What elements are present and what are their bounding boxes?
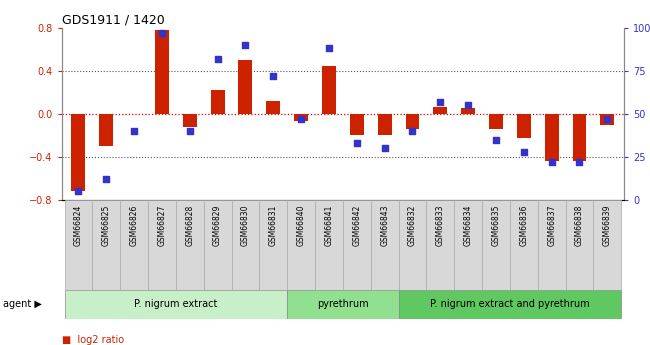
Bar xyxy=(211,90,225,114)
Text: GSM66839: GSM66839 xyxy=(603,205,612,246)
Bar xyxy=(294,114,308,121)
Point xyxy=(435,99,445,105)
Text: GSM66828: GSM66828 xyxy=(185,205,194,246)
Bar xyxy=(406,114,419,129)
Point xyxy=(519,149,529,155)
Point xyxy=(352,140,362,146)
Bar xyxy=(120,200,148,290)
Bar xyxy=(99,114,113,146)
Bar xyxy=(434,107,447,114)
Text: GSM66830: GSM66830 xyxy=(241,205,250,246)
Text: GSM66826: GSM66826 xyxy=(129,205,138,246)
Bar xyxy=(482,200,510,290)
Bar xyxy=(370,200,398,290)
Text: GSM66843: GSM66843 xyxy=(380,205,389,246)
Text: GSM66838: GSM66838 xyxy=(575,205,584,246)
Bar xyxy=(517,114,531,138)
Bar xyxy=(398,290,621,319)
Point xyxy=(574,159,584,165)
Text: GSM66840: GSM66840 xyxy=(296,205,306,246)
Bar xyxy=(343,200,370,290)
Point xyxy=(129,128,139,134)
Point xyxy=(602,116,612,122)
Text: GSM66827: GSM66827 xyxy=(157,205,166,246)
Point xyxy=(213,56,223,61)
Bar xyxy=(593,200,621,290)
Text: GSM66835: GSM66835 xyxy=(491,205,500,246)
Bar xyxy=(461,108,475,114)
Bar xyxy=(239,60,252,114)
Text: P. nigrum extract: P. nigrum extract xyxy=(134,299,218,309)
Text: GSM66824: GSM66824 xyxy=(74,205,83,246)
Text: P. nigrum extract and pyrethrum: P. nigrum extract and pyrethrum xyxy=(430,299,590,309)
Point xyxy=(380,146,390,151)
Point xyxy=(185,128,195,134)
Bar xyxy=(203,200,231,290)
Bar xyxy=(176,200,203,290)
Point xyxy=(547,159,557,165)
Point xyxy=(101,177,112,182)
Bar xyxy=(92,200,120,290)
Bar xyxy=(573,114,586,161)
Bar xyxy=(350,114,364,136)
Bar xyxy=(426,200,454,290)
Bar xyxy=(64,200,92,290)
Bar xyxy=(148,200,176,290)
Text: GSM66832: GSM66832 xyxy=(408,205,417,246)
Bar xyxy=(183,114,197,127)
Point xyxy=(324,46,334,51)
Point xyxy=(240,42,251,48)
Bar xyxy=(322,66,336,114)
Bar xyxy=(72,114,85,191)
Point xyxy=(296,116,306,122)
Bar xyxy=(538,200,566,290)
Text: GSM66842: GSM66842 xyxy=(352,205,361,246)
Text: GSM66825: GSM66825 xyxy=(102,205,110,246)
Point xyxy=(73,189,84,194)
Bar xyxy=(287,200,315,290)
Bar xyxy=(266,101,280,114)
Point xyxy=(491,137,501,142)
Bar xyxy=(315,200,343,290)
Text: GSM66829: GSM66829 xyxy=(213,205,222,246)
Bar xyxy=(454,200,482,290)
Text: GDS1911 / 1420: GDS1911 / 1420 xyxy=(62,13,164,27)
Point xyxy=(268,73,278,79)
Text: GSM66841: GSM66841 xyxy=(324,205,333,246)
Bar xyxy=(489,114,503,129)
Bar xyxy=(566,200,593,290)
Bar xyxy=(378,114,391,136)
Bar xyxy=(398,200,426,290)
Text: GSM66836: GSM66836 xyxy=(519,205,528,246)
Point xyxy=(463,102,473,108)
Bar xyxy=(601,114,614,125)
Bar xyxy=(545,114,558,161)
Text: GSM66837: GSM66837 xyxy=(547,205,556,246)
Point xyxy=(157,30,167,36)
Bar xyxy=(231,200,259,290)
Text: pyrethrum: pyrethrum xyxy=(317,299,369,309)
Bar xyxy=(510,200,538,290)
Bar xyxy=(64,290,287,319)
Bar xyxy=(287,290,398,319)
Text: GSM66834: GSM66834 xyxy=(463,205,473,246)
Bar xyxy=(155,30,169,114)
Text: agent ▶: agent ▶ xyxy=(3,299,42,309)
Text: ■  log2 ratio: ■ log2 ratio xyxy=(62,335,124,345)
Point xyxy=(408,128,418,134)
Bar xyxy=(259,200,287,290)
Text: GSM66833: GSM66833 xyxy=(436,205,445,246)
Text: GSM66831: GSM66831 xyxy=(269,205,278,246)
